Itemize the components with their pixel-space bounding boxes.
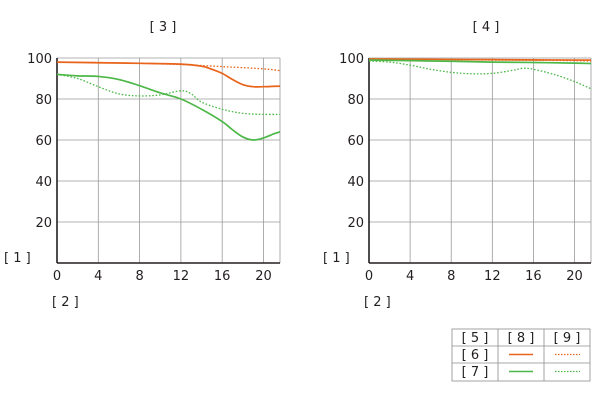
legend-table: [ 5 ] [ 8 ] [ 9 ] [ 6 ] [ 7 ]	[451, 328, 591, 382]
x-tick-label: 12	[484, 269, 501, 284]
y-tick-label: 20	[35, 216, 52, 231]
legend-green-row-label: [ 7 ]	[462, 365, 489, 380]
x-tick-label: 16	[525, 269, 542, 284]
green-dotted-series-line	[368, 60, 592, 90]
x-tick-label: 12	[173, 269, 190, 284]
orange-dotted-series-line	[56, 61, 281, 72]
legend-header-cell: [ 5 ]	[462, 331, 489, 346]
y-tick-label: 100	[27, 52, 52, 67]
green-solid-series-line	[368, 59, 592, 65]
x-tick-label: 8	[135, 269, 143, 284]
chart-1-y-axis-label: [ 1 ]	[4, 251, 31, 266]
x-tick-label: 4	[94, 269, 102, 284]
legend-table-frame	[451, 328, 591, 382]
chart-2-title: [ 4 ]	[473, 20, 500, 35]
y-tick-label: 40	[347, 175, 364, 190]
y-tick-label: 60	[347, 134, 364, 149]
chart-1-plot-area: 0 4 8 12 16 20 20 40 60 80 100	[27, 52, 281, 284]
chart-1-title: [ 3 ]	[150, 20, 177, 35]
x-tick-label: 20	[566, 269, 583, 284]
legend-solid-column-header: [ 8 ]	[508, 331, 535, 346]
y-tick-label: 20	[347, 216, 364, 231]
chart-2-x-axis-label: [ 2 ]	[364, 295, 391, 310]
legend-dotted-column-header: [ 9 ]	[554, 331, 581, 346]
x-tick-label: 8	[447, 269, 455, 284]
chart-2-plot-area: 0 4 8 12 16 20 20 40 60 80 100	[339, 52, 592, 284]
y-tick-label: 80	[347, 93, 364, 108]
y-tick-label: 80	[35, 93, 52, 108]
chart-1-x-axis-label: [ 2 ]	[52, 295, 79, 310]
x-tick-label: 4	[406, 269, 414, 284]
y-tick-label: 60	[35, 134, 52, 149]
legend-orange-row-label: [ 6 ]	[462, 348, 489, 363]
chart-2-y-axis-label: [ 1 ]	[323, 251, 350, 266]
y-tick-label: 100	[339, 52, 364, 67]
x-tick-label: 20	[255, 269, 272, 284]
green-solid-series-line	[56, 73, 281, 141]
x-tick-label: 0	[365, 269, 373, 284]
green-dotted-series-line	[56, 73, 281, 116]
orange-dotted-series-line	[368, 58, 592, 62]
y-tick-label: 40	[35, 175, 52, 190]
x-tick-label: 0	[53, 269, 61, 284]
x-tick-label: 16	[214, 269, 231, 284]
